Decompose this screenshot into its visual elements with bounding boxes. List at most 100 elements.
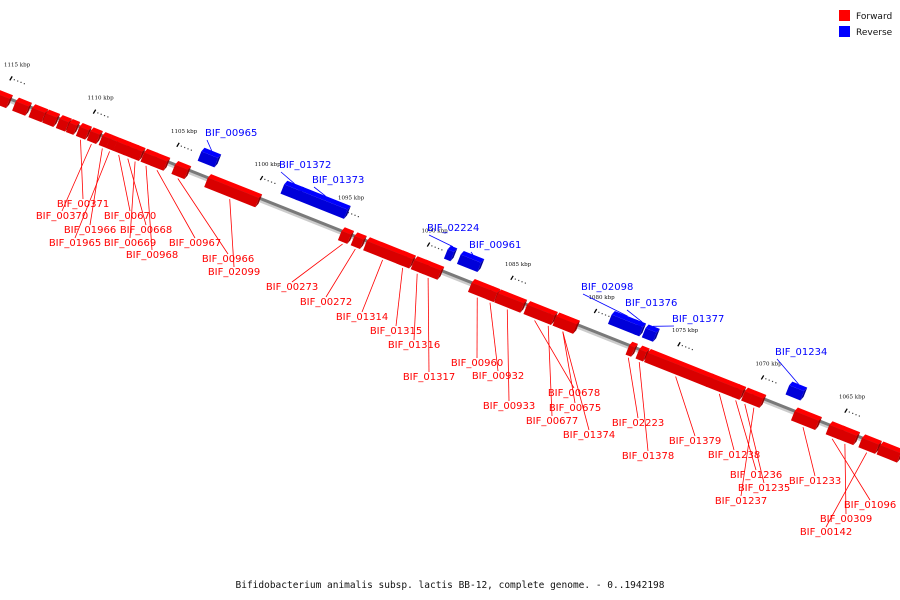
tick-minor — [351, 213, 353, 215]
gene-label[interactable]: BIF_01377 — [672, 314, 724, 325]
gene-label[interactable]: BIF_00669 — [104, 238, 156, 249]
forward-gene-block[interactable] — [552, 312, 580, 334]
gene-label[interactable]: BIF_01374 — [563, 430, 615, 441]
gene-label[interactable]: BIF_00678 — [548, 388, 600, 399]
reverse-gene-block[interactable] — [295, 186, 351, 219]
forward-gene-block[interactable] — [86, 127, 103, 144]
gene-label[interactable]: BIF_00675 — [549, 403, 601, 414]
forward-gene-block[interactable] — [204, 174, 263, 208]
gene-label[interactable]: BIF_01096 — [844, 500, 896, 511]
forward-gene-block[interactable] — [625, 341, 638, 357]
gene-label[interactable]: BIF_02099 — [208, 267, 260, 278]
gene-label[interactable]: BIF_00961 — [469, 240, 521, 251]
forward-gene-block[interactable] — [171, 161, 192, 180]
forward-gene-block[interactable] — [75, 123, 93, 140]
gene-label[interactable]: BIF_01238 — [708, 450, 760, 461]
gene-label[interactable]: BIF_01966 — [64, 225, 116, 236]
forward-gene-block[interactable] — [731, 384, 747, 400]
gene-label[interactable]: BIF_01373 — [312, 175, 364, 186]
forward-gene-block[interactable] — [545, 309, 558, 325]
forward-gene-block[interactable] — [65, 119, 81, 135]
forward-gene-block[interactable] — [42, 109, 61, 127]
reverse-gene-block[interactable] — [785, 381, 808, 401]
legend-forward-swatch — [839, 10, 850, 21]
forward-gene-block[interactable] — [418, 259, 445, 280]
gene-label[interactable]: BIF_02223 — [612, 418, 664, 429]
gene-label[interactable]: BIF_00933 — [483, 401, 535, 412]
gene-leader-line — [735, 400, 757, 471]
forward-gene-block[interactable] — [396, 250, 417, 269]
gene-label[interactable]: BIF_00371 — [57, 199, 109, 210]
tick-minor — [608, 315, 610, 317]
gene-leader-line — [145, 165, 153, 251]
forward-gene-block[interactable] — [0, 88, 13, 109]
gene-label[interactable]: BIF_00309 — [820, 514, 872, 525]
gene-label[interactable]: BIF_00142 — [800, 527, 852, 538]
gene-label[interactable]: BIF_00967 — [169, 238, 221, 249]
gene-leader-line — [127, 158, 147, 226]
forward-gene-block[interactable] — [635, 345, 650, 362]
forward-gene-block[interactable] — [494, 289, 528, 313]
gene-label[interactable]: BIF_01316 — [388, 340, 440, 351]
reverse-gene-block[interactable] — [443, 245, 458, 262]
forward-gene-block[interactable] — [350, 232, 367, 249]
forward-gene-block[interactable] — [790, 407, 822, 431]
gene-label[interactable]: BIF_01378 — [622, 451, 674, 462]
gene-leader-line — [744, 403, 765, 484]
gene-label[interactable]: BIF_00670 — [104, 211, 156, 222]
tick-minor — [521, 281, 523, 283]
gene-label[interactable]: BIF_01233 — [789, 476, 841, 487]
tick-mark — [593, 308, 598, 314]
gene-label[interactable]: BIF_00968 — [126, 250, 178, 261]
gene-leader-line — [280, 171, 295, 184]
forward-gene-block[interactable] — [337, 227, 355, 244]
tick-minor — [848, 411, 850, 413]
gene-label[interactable]: BIF_01235 — [738, 483, 790, 494]
forward-gene-block[interactable] — [131, 145, 146, 161]
gene-label[interactable]: BIF_00966 — [202, 254, 254, 265]
gene-label[interactable]: BIF_00960 — [451, 358, 503, 369]
reverse-gene-block[interactable] — [633, 321, 647, 337]
tick-minor — [691, 348, 693, 351]
reverse-gene-block[interactable] — [456, 250, 485, 272]
gene-label[interactable]: BIF_01234 — [775, 347, 827, 358]
gene-leader-line — [206, 139, 213, 151]
gene-label[interactable]: BIF_01237 — [715, 496, 767, 507]
gene-label[interactable]: BIF_00965 — [205, 128, 257, 139]
gene-label[interactable]: BIF_01317 — [403, 372, 455, 383]
legend: Forward Reverse — [839, 10, 893, 38]
forward-gene-block[interactable] — [836, 425, 861, 446]
reverse-gene-block[interactable] — [197, 147, 222, 168]
gene-label[interactable]: BIF_00370 — [36, 211, 88, 222]
gene-label[interactable]: BIF_01315 — [370, 326, 422, 337]
forward-gene-block[interactable] — [858, 434, 882, 454]
gene-label[interactable]: BIF_01379 — [669, 436, 721, 447]
tick-minor — [431, 245, 433, 247]
gene-label[interactable]: BIF_01236 — [730, 470, 782, 481]
gene-leader-line — [740, 407, 755, 497]
forward-gene-block[interactable] — [748, 390, 767, 408]
gene-label[interactable]: BIF_01314 — [336, 312, 388, 323]
gene-label[interactable]: BIF_01376 — [625, 298, 677, 309]
reverse-gene-block[interactable] — [641, 324, 660, 342]
gene-leader-line — [61, 143, 92, 212]
forward-gene-block[interactable] — [876, 441, 900, 463]
tick-minor — [274, 182, 276, 184]
gene-label[interactable]: BIF_00273 — [266, 282, 318, 293]
gene-label[interactable]: BIF_02224 — [427, 223, 479, 234]
tick-label: 1100 kbp — [255, 162, 282, 168]
tick-minor — [270, 181, 273, 183]
gene-label[interactable]: BIF_00677 — [526, 416, 578, 427]
gene-label[interactable]: BIF_02098 — [581, 282, 633, 293]
gene-label[interactable]: BIF_00668 — [120, 225, 172, 236]
gene-label[interactable]: BIF_01965 — [49, 238, 101, 249]
forward-gene-block[interactable] — [12, 97, 33, 116]
gene-label[interactable]: BIF_00932 — [472, 371, 524, 382]
gene-label[interactable]: BIF_00272 — [300, 297, 352, 308]
forward-gene-block[interactable] — [150, 152, 171, 171]
gene-leader-line — [291, 243, 343, 283]
gene-label-group: BIF_00371BIF_00370BIF_01966BIF_01965BIF_… — [36, 128, 896, 538]
forward-gene-block[interactable] — [644, 349, 715, 388]
gene-label[interactable]: BIF_01372 — [279, 160, 331, 171]
